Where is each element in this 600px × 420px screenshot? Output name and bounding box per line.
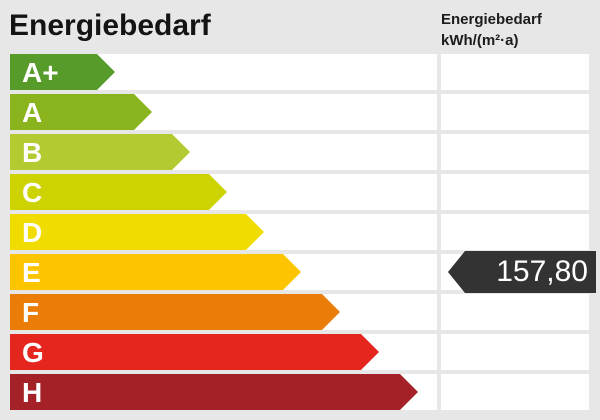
row-value-cell bbox=[441, 214, 589, 250]
scale-row-G: G bbox=[0, 334, 600, 370]
class-label: G bbox=[22, 337, 44, 368]
row-value-cell bbox=[441, 174, 589, 210]
scale-row-A+: A+ bbox=[0, 54, 600, 90]
class-label: E bbox=[22, 257, 41, 288]
class-label: B bbox=[22, 137, 43, 168]
row-value-cell bbox=[441, 334, 589, 370]
class-label: A bbox=[22, 97, 43, 128]
class-label: H bbox=[22, 377, 43, 408]
class-label: C bbox=[22, 177, 43, 208]
value-marker-value: 157,80 bbox=[496, 255, 588, 288]
scale-row-A: A bbox=[0, 94, 600, 130]
page-title: Energiebedarf bbox=[9, 9, 211, 42]
class-label: D bbox=[22, 217, 43, 248]
scale-row-C: C bbox=[0, 174, 600, 210]
value-marker-arrow: 157,80 bbox=[448, 251, 596, 293]
unit-header-line1: Energiebedarf bbox=[441, 11, 542, 28]
row-value-cell bbox=[441, 134, 589, 170]
row-value-cell bbox=[441, 374, 589, 410]
class-label: A+ bbox=[22, 57, 59, 88]
class-arrow-icon: A bbox=[10, 94, 152, 130]
class-arrow-icon: E bbox=[10, 254, 301, 290]
class-arrow-icon: A+ bbox=[10, 54, 115, 90]
unit-header: Energiebedarf kWh/(m²·a) bbox=[441, 9, 542, 51]
scale-row-H: H bbox=[0, 374, 600, 410]
unit-header-line2: kWh/(m²·a) bbox=[441, 32, 519, 49]
class-arrow-icon: D bbox=[10, 214, 264, 250]
row-value-cell bbox=[441, 94, 589, 130]
class-arrow-icon: G bbox=[10, 334, 379, 370]
row-value-cell bbox=[441, 54, 589, 90]
class-arrow-icon: H bbox=[10, 374, 418, 410]
row-value-cell bbox=[441, 294, 589, 330]
class-arrow-icon: F bbox=[10, 294, 340, 330]
scale-row-D: D bbox=[0, 214, 600, 250]
scale-row-B: B bbox=[0, 134, 600, 170]
class-arrow-icon: B bbox=[10, 134, 190, 170]
scale-row-F: F bbox=[0, 294, 600, 330]
class-arrow-icon: C bbox=[10, 174, 227, 210]
class-label: F bbox=[22, 297, 40, 328]
